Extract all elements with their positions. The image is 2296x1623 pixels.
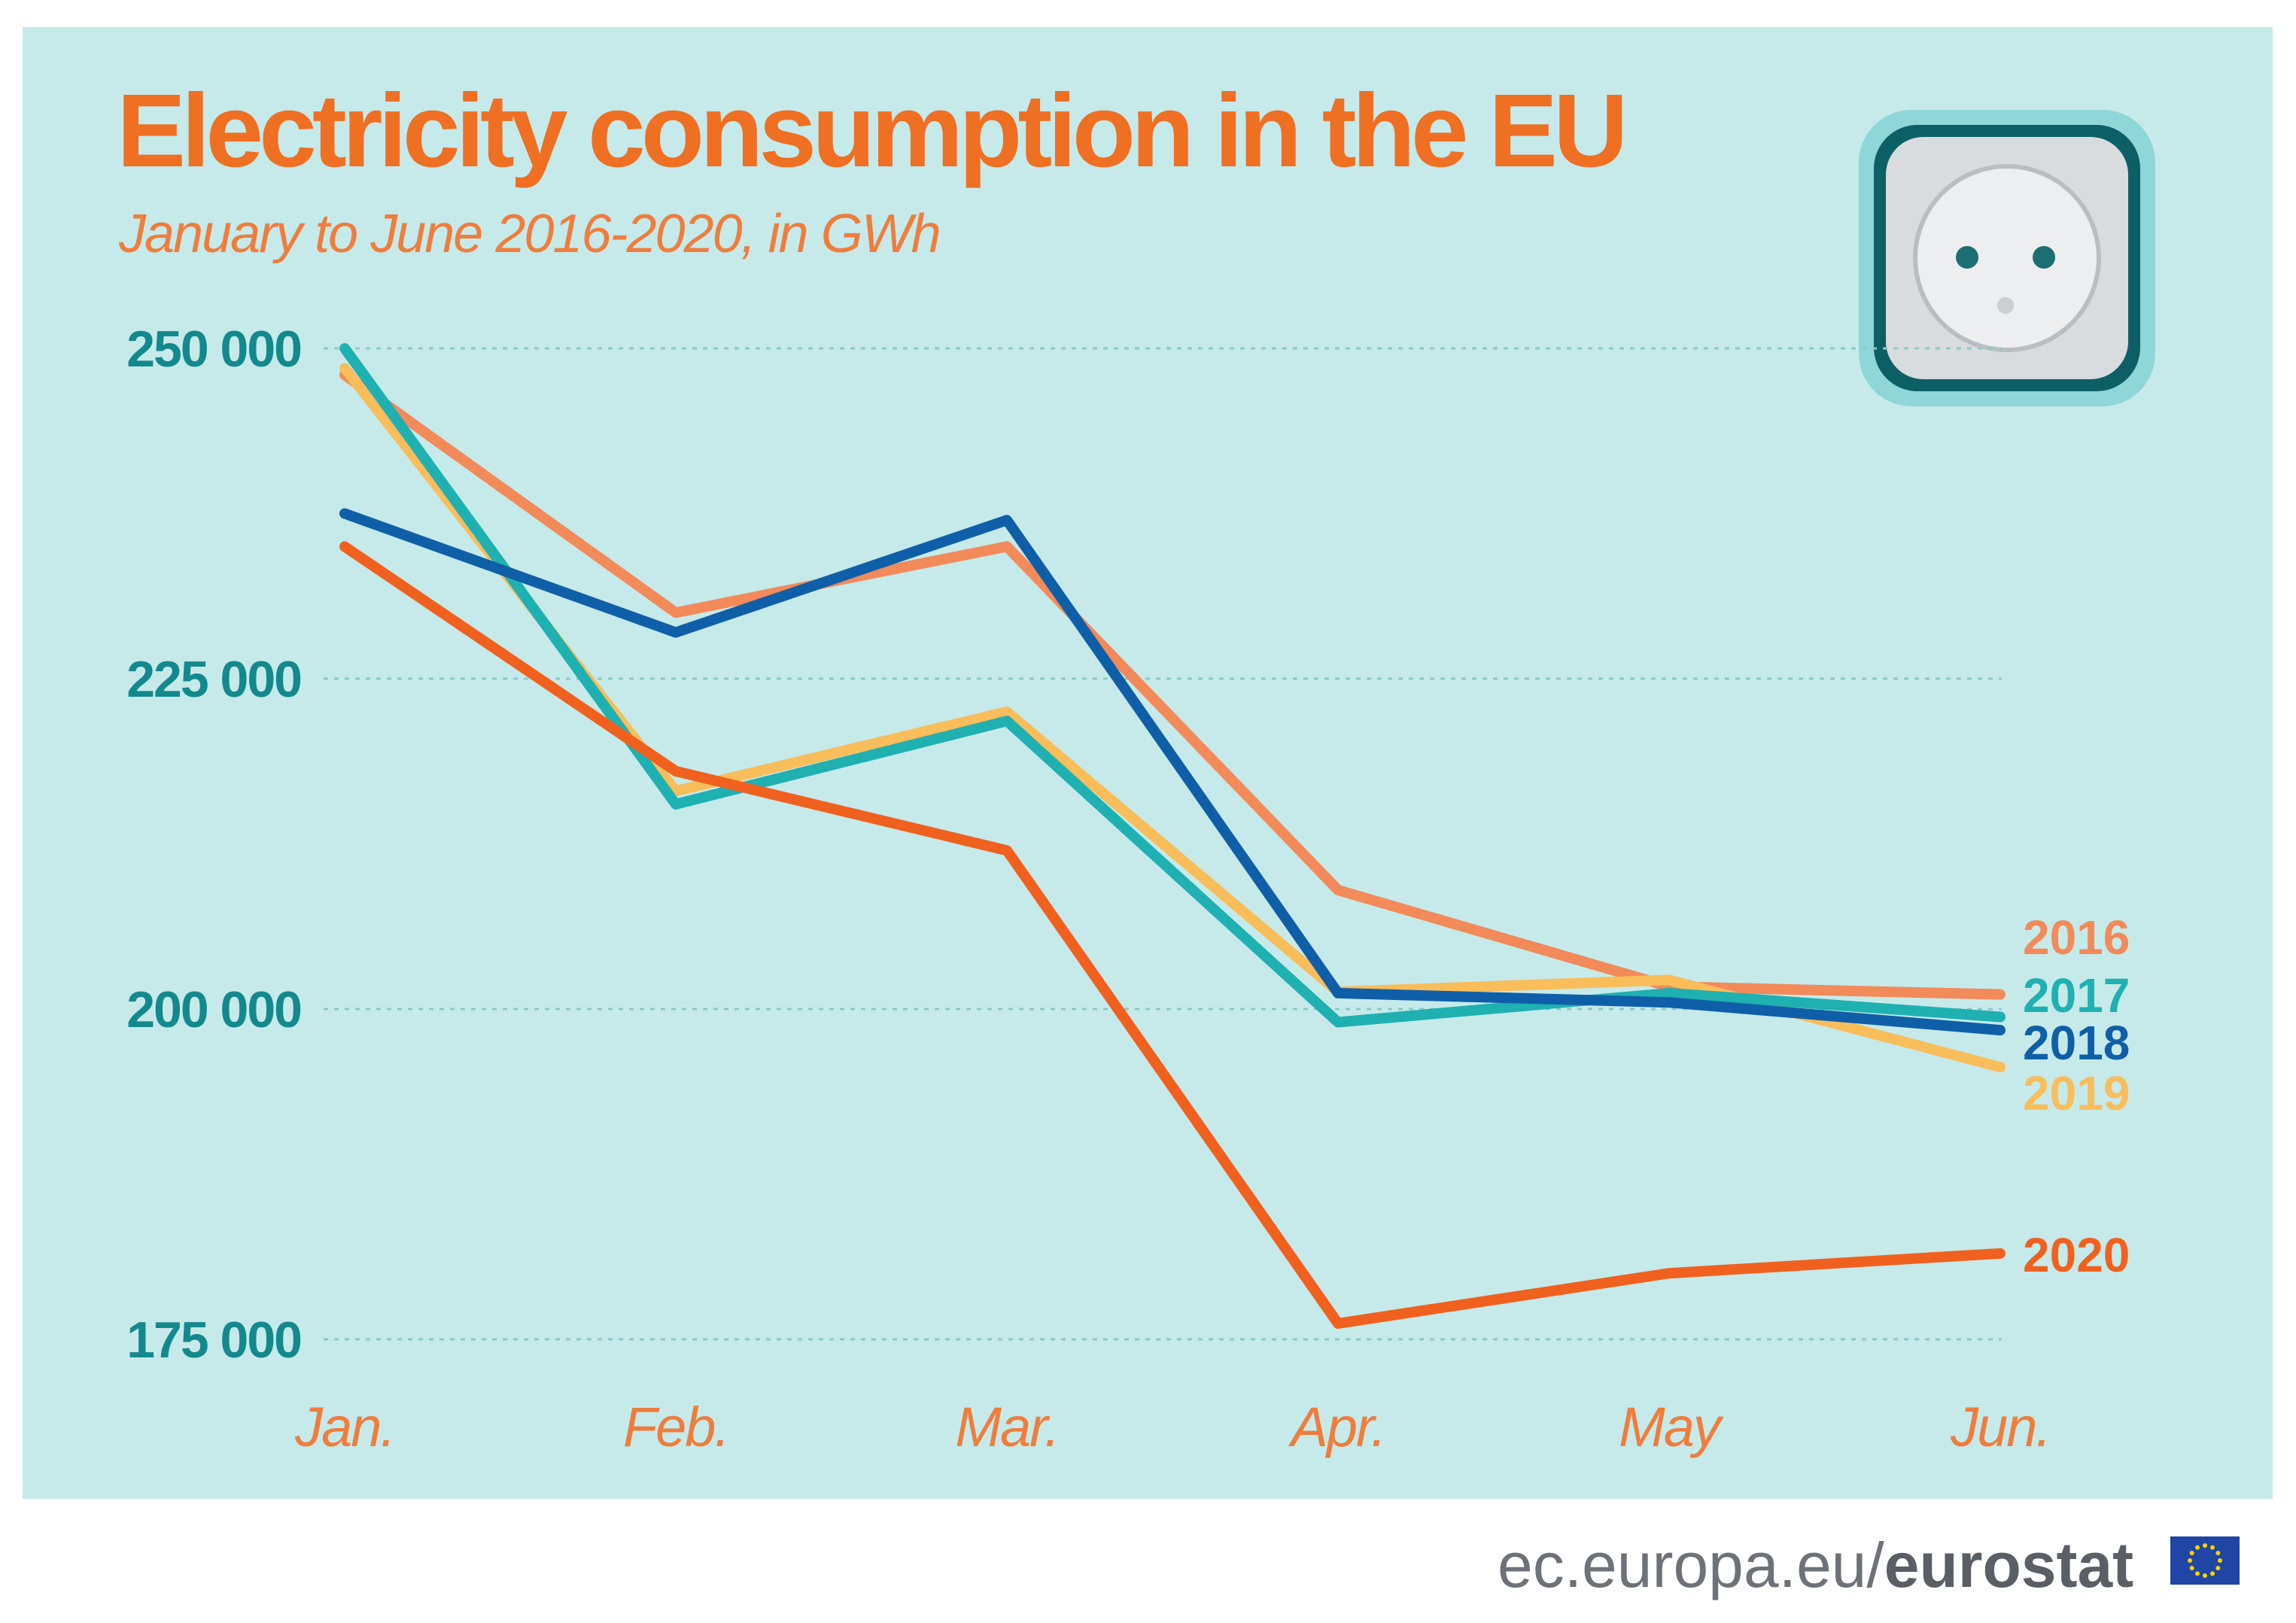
flag-star	[2215, 1551, 2221, 1555]
flag-star	[2218, 1558, 2222, 1563]
flag-star	[2210, 1571, 2215, 1576]
footer-brand: eurostat	[1884, 1530, 2134, 1600]
flag-star	[2189, 1566, 2194, 1570]
y-tick-label: 175 000	[126, 1311, 301, 1369]
legend-label-2016: 2016	[2023, 910, 2130, 965]
y-tick-label: 225 000	[126, 651, 301, 708]
power-socket-icon	[1859, 110, 2155, 406]
x-tick-label: Apr.	[1288, 1396, 1385, 1458]
x-tick-label: May	[1619, 1396, 1724, 1458]
eu-flag-icon	[2170, 1536, 2240, 1585]
y-tick-label: 250 000	[126, 321, 301, 378]
chart-title: Electricity consumption in the EU	[117, 73, 1628, 189]
legend-label-2020: 2020	[2023, 1228, 2130, 1282]
flag-star	[2203, 1573, 2207, 1578]
flag-star	[2215, 1566, 2221, 1570]
x-tick-label: Jan.	[294, 1396, 394, 1458]
x-tick-label: Mar.	[955, 1396, 1058, 1458]
chart-subtitle: January to June 2016-2020, in GWh	[119, 204, 941, 264]
y-tick-label: 200 000	[126, 981, 301, 1038]
legend-label-2018: 2018	[2023, 1016, 2130, 1070]
flag-star	[2188, 1558, 2192, 1563]
flag-star	[2189, 1551, 2194, 1555]
flag-star	[2195, 1545, 2200, 1550]
x-tick-label: Feb.	[623, 1396, 728, 1458]
legend-label-2017: 2017	[2023, 968, 2130, 1023]
flag-star	[2203, 1543, 2207, 1548]
series-line-2016	[339, 369, 2006, 1000]
series-line-2018	[339, 508, 2006, 1036]
series-line-2020	[339, 541, 2006, 1329]
x-tick-label: Jun.	[1950, 1396, 2050, 1458]
legend-label-2019: 2019	[2023, 1066, 2130, 1120]
footer-source: ec.europa.eu/eurostat	[1498, 1529, 2133, 1602]
series-line-2017	[339, 343, 2006, 1028]
footer-domain: ec.europa.eu/	[1498, 1530, 1884, 1600]
flag-star	[2195, 1571, 2200, 1576]
flag-star	[2210, 1545, 2215, 1550]
